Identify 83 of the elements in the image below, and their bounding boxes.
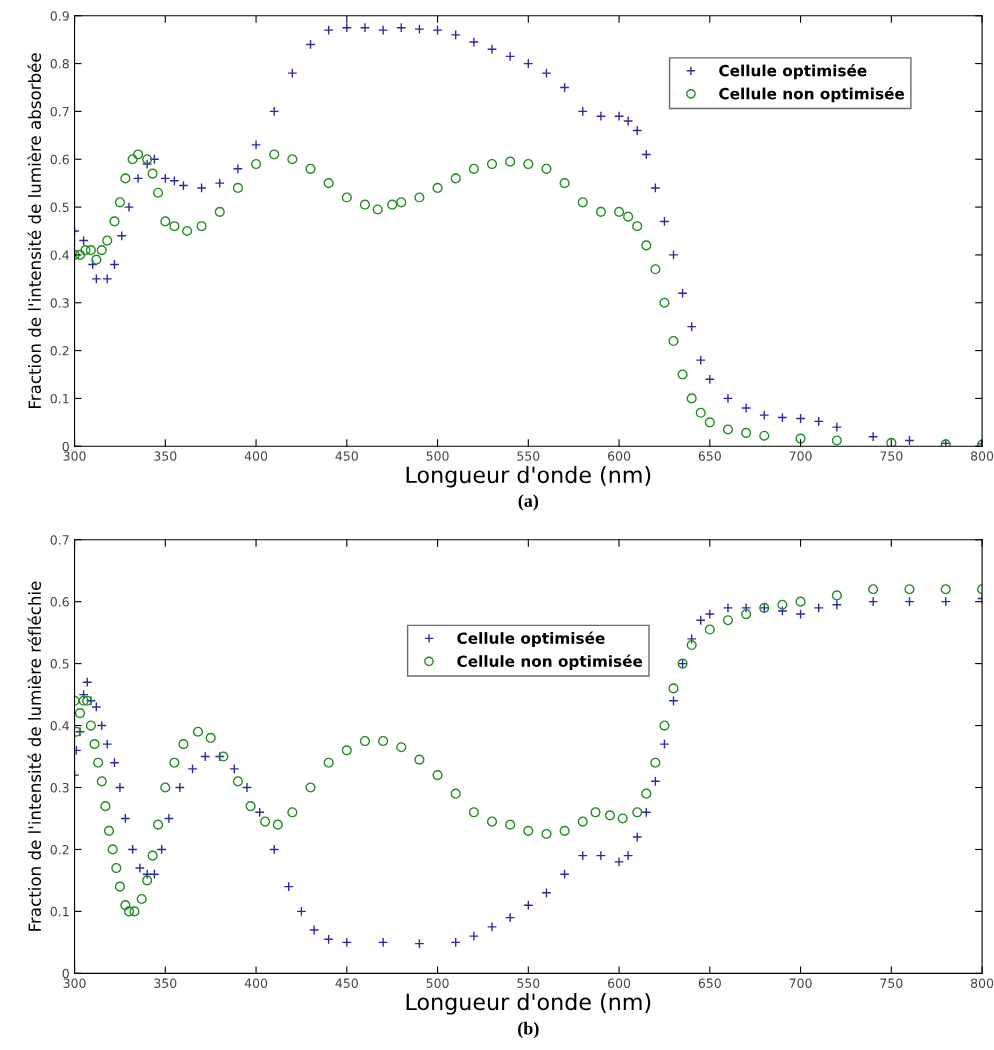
- x-axis-title: Longueur d'onde (nm): [406, 465, 651, 488]
- x-tick-label: 500: [426, 978, 449, 988]
- x-tick-label: 350: [154, 978, 177, 988]
- legend-label: Cellule optimisée: [457, 631, 605, 647]
- y-tick-label: 0.2: [50, 844, 69, 855]
- point: [250, 139, 262, 150]
- point: [831, 422, 842, 433]
- y-tick-label: 0: [62, 441, 69, 452]
- point: [323, 25, 334, 36]
- y-tick-label: 0.1: [50, 906, 69, 917]
- y-tick-label: 0.4: [50, 250, 69, 260]
- y-tick-label: 0.6: [50, 154, 69, 165]
- point: [468, 36, 479, 48]
- point: [650, 182, 661, 194]
- legend-label: Cellule optimisée: [719, 63, 867, 80]
- y-axis-title: Fraction de l'intensité de lumière réfléchie: [27, 581, 42, 931]
- point: [623, 115, 634, 127]
- point: [741, 402, 752, 414]
- x-tick-label: 550: [517, 451, 540, 461]
- point: [287, 68, 298, 79]
- point: [432, 25, 443, 36]
- point: [214, 178, 225, 189]
- point: [695, 355, 706, 366]
- text: (b): [518, 1021, 539, 1039]
- x-axis-title: Longueur d'onde (nm): [406, 993, 651, 1015]
- point: [450, 29, 461, 40]
- point: [505, 51, 516, 62]
- y-tick-label: 0.6: [50, 597, 69, 607]
- x-tick-label: 600: [608, 978, 631, 988]
- point: [414, 24, 425, 35]
- point: [595, 111, 606, 122]
- x-tick-label: 750: [880, 451, 903, 461]
- x-tick-label: 700: [789, 978, 812, 988]
- y-tick-label: 0.7: [50, 535, 69, 545]
- point: [132, 173, 144, 184]
- x-tick-label: 800: [970, 451, 994, 461]
- y-tick-label: 0.3: [50, 782, 69, 793]
- point: [704, 374, 715, 385]
- point: [123, 201, 135, 213]
- point: [102, 273, 113, 284]
- y-tick-label: 0: [62, 968, 69, 979]
- x-tick-label: 650: [698, 451, 721, 461]
- y-tick-label: 0.5: [50, 659, 69, 669]
- text: (a): [518, 494, 539, 511]
- point: [91, 273, 102, 284]
- y-tick-label: 0.4: [50, 721, 69, 731]
- point: [196, 182, 207, 194]
- y-tick-label: 0.1: [50, 393, 69, 404]
- x-tick-label: 450: [335, 978, 358, 988]
- y-axis-title: Fraction de l'intensité de lumière absorbée: [27, 53, 42, 408]
- y-tick-label: 0.3: [50, 298, 69, 308]
- point: [232, 163, 243, 174]
- point: [668, 249, 679, 261]
- point: [613, 111, 625, 122]
- point: [486, 44, 498, 55]
- point: [541, 68, 552, 79]
- x-tick-label: 600: [608, 451, 631, 461]
- x-tick-label: 750: [880, 978, 903, 988]
- point: [341, 22, 352, 33]
- x-tick-label: 400: [244, 451, 268, 461]
- y-tick-label: 0.2: [50, 346, 69, 356]
- x-tick-label: 300: [63, 978, 86, 988]
- y-tick-label: 0.5: [50, 202, 69, 213]
- point: [722, 393, 734, 404]
- x-tick-label: 800: [970, 978, 994, 988]
- point: [759, 410, 770, 421]
- x-tick-label: 500: [426, 451, 449, 461]
- legend-label: Cellule non optimisée: [719, 86, 905, 103]
- y-tick-label: 0.7: [50, 106, 69, 117]
- x-tick-label: 650: [698, 978, 721, 988]
- x-tick-label: 400: [244, 978, 268, 988]
- x-tick-label: 350: [154, 451, 177, 461]
- y-tick-label: 0.9: [50, 11, 69, 21]
- point: [359, 22, 371, 33]
- point: [868, 431, 879, 442]
- x-tick-label: 700: [789, 451, 812, 461]
- x-tick-label: 550: [517, 978, 540, 988]
- point: [378, 25, 389, 36]
- legend-label: Cellule non optimisée: [457, 654, 643, 670]
- point: [677, 288, 688, 299]
- x-tick-label: 300: [63, 451, 86, 461]
- y-tick-label: 0.8: [50, 59, 69, 69]
- x-tick-label: 450: [335, 451, 358, 461]
